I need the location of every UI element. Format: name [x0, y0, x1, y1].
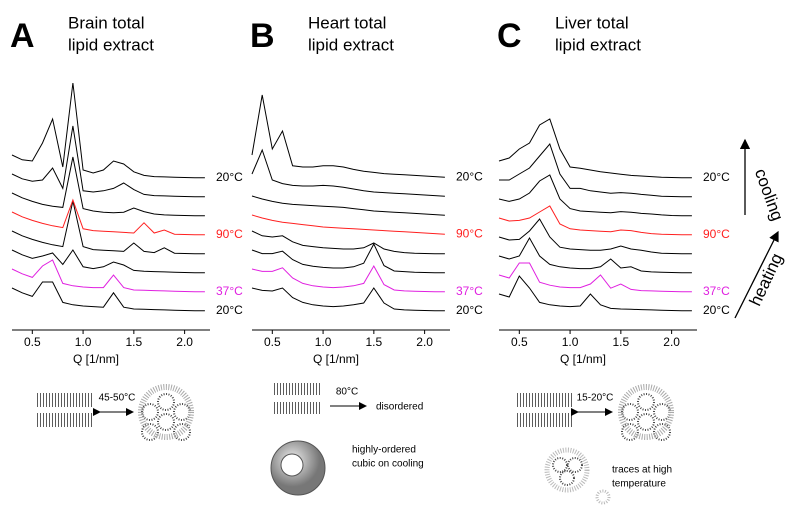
curve	[498, 275, 692, 312]
curve	[499, 143, 692, 198]
curve	[11, 249, 205, 274]
x-tick-label: 0.5	[511, 335, 528, 349]
schematic-b	[270, 383, 367, 496]
curve	[251, 195, 445, 216]
panel-title: Heart total	[308, 13, 386, 32]
annotation: 80°C	[336, 387, 358, 398]
x-tick-label: 1.0	[75, 335, 92, 349]
curve	[11, 125, 205, 198]
schematic-a	[35, 384, 194, 441]
x-tick-label: 0.5	[264, 335, 281, 349]
annotation: 45-50°C	[99, 393, 136, 404]
curve	[251, 242, 445, 274]
annotation: cubic on cooling	[352, 459, 424, 470]
x-axis-label: Q [1/nm]	[313, 352, 359, 366]
curve	[498, 118, 692, 179]
curve	[11, 82, 205, 179]
curve	[251, 264, 445, 293]
x-tick-label: 0.5	[24, 335, 41, 349]
curve-label: 90°C	[216, 227, 243, 241]
x-tick-label: 2.0	[663, 335, 680, 349]
curve	[498, 174, 692, 217]
curve	[11, 281, 205, 312]
schematic-c	[517, 384, 674, 505]
curve-label: 20°C	[456, 169, 483, 183]
x-tick-label: 1.5	[366, 335, 383, 349]
x-axis-label: Q [1/nm]	[73, 352, 119, 366]
curve	[251, 230, 445, 255]
heating-label: heating	[746, 250, 787, 309]
curve-label: 90°C	[456, 226, 483, 240]
curve	[251, 148, 445, 197]
curve-label: 90°C	[703, 227, 730, 241]
curve	[11, 198, 205, 236]
panel-title: Brain total	[68, 13, 145, 32]
curve-label: 20°C	[216, 170, 243, 184]
curve-label: 20°C	[703, 303, 730, 317]
curve-label: 20°C	[703, 170, 730, 184]
x-axis-label: Q [1/nm]	[560, 352, 606, 366]
curve-label: 37°C	[703, 284, 730, 298]
curve-label: 20°C	[456, 303, 483, 317]
x-tick-label: 1.5	[613, 335, 630, 349]
x-tick-label: 2.0	[416, 335, 433, 349]
panel-title: Liver total	[555, 13, 629, 32]
panel-title: lipid extract	[68, 35, 154, 54]
cooling-label: cooling	[751, 166, 787, 223]
annotation: 15-20°C	[577, 393, 614, 404]
curve	[251, 287, 445, 312]
x-tick-label: 1.5	[126, 335, 143, 349]
curve	[251, 214, 445, 235]
curve	[498, 205, 692, 236]
panel-letter: B	[250, 17, 275, 55]
panel-letter: C	[497, 17, 522, 55]
annotation: disordered	[376, 402, 423, 413]
curve	[11, 156, 205, 217]
curve	[11, 259, 205, 293]
annotation: traces at high	[612, 465, 672, 476]
annotation: temperature	[612, 479, 666, 490]
curve-label: 37°C	[456, 284, 483, 298]
x-tick-label: 1.0	[562, 335, 579, 349]
curve	[11, 200, 205, 255]
curve	[498, 262, 692, 293]
x-tick-label: 1.0	[315, 335, 332, 349]
curve	[498, 218, 692, 255]
panel-title: lipid extract	[308, 35, 394, 54]
x-tick-label: 2.0	[176, 335, 193, 349]
curve	[251, 94, 445, 178]
panel-title: lipid extract	[555, 35, 641, 54]
curve-label: 20°C	[216, 303, 243, 317]
panel-letter: A	[10, 17, 35, 55]
curve	[498, 236, 692, 274]
annotation: highly-ordered	[352, 445, 416, 456]
curve-label: 37°C	[216, 284, 243, 298]
heating-arrow	[734, 230, 779, 319]
